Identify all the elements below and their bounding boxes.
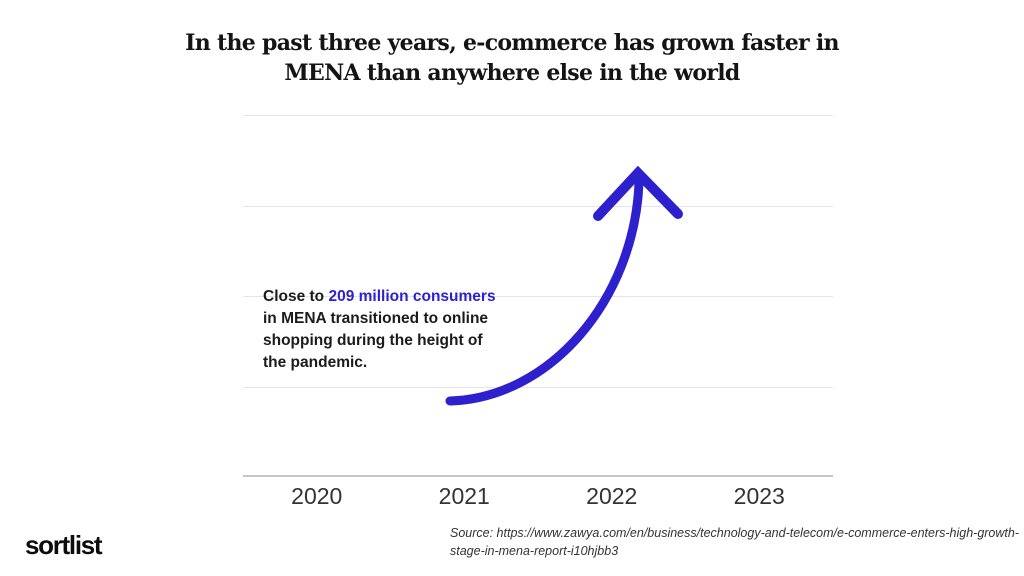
chart-annotation: Close to 209 million consumers in MENA t…: [263, 286, 509, 374]
source-line1: Source: https://www.zawya.com/en/busines…: [450, 526, 1019, 540]
x-axis-label-2021: 2021: [438, 483, 490, 509]
chart-title-line2: MENA than anywhere else in the world: [284, 60, 740, 86]
source-line2: stage-in-mena-report-i10hjbb3: [450, 544, 619, 558]
annotation-prefix: Close to: [263, 288, 329, 305]
x-axis-label-2023: 2023: [733, 483, 785, 509]
gridline: [243, 205, 833, 207]
x-axis-label-2020: 2020: [291, 483, 343, 509]
chart-title-line1: In the past three years, e-commerce has …: [185, 30, 839, 56]
source-citation: Source: https://www.zawya.com/en/busines…: [450, 524, 1020, 560]
x-axis-labels: 2020 2021 2022 2023: [243, 483, 833, 510]
annotation-highlight: 209 million consumers: [328, 288, 496, 305]
gridline: [243, 386, 833, 388]
x-axis-label-2022: 2022: [586, 483, 638, 509]
x-axis-line: [243, 475, 833, 477]
sortlist-logo: sortlist: [25, 530, 103, 560]
chart-title: In the past three years, e-commerce has …: [0, 28, 1024, 88]
gridline: [243, 115, 833, 116]
annotation-suffix: in MENA transitioned to online shopping …: [263, 310, 489, 371]
